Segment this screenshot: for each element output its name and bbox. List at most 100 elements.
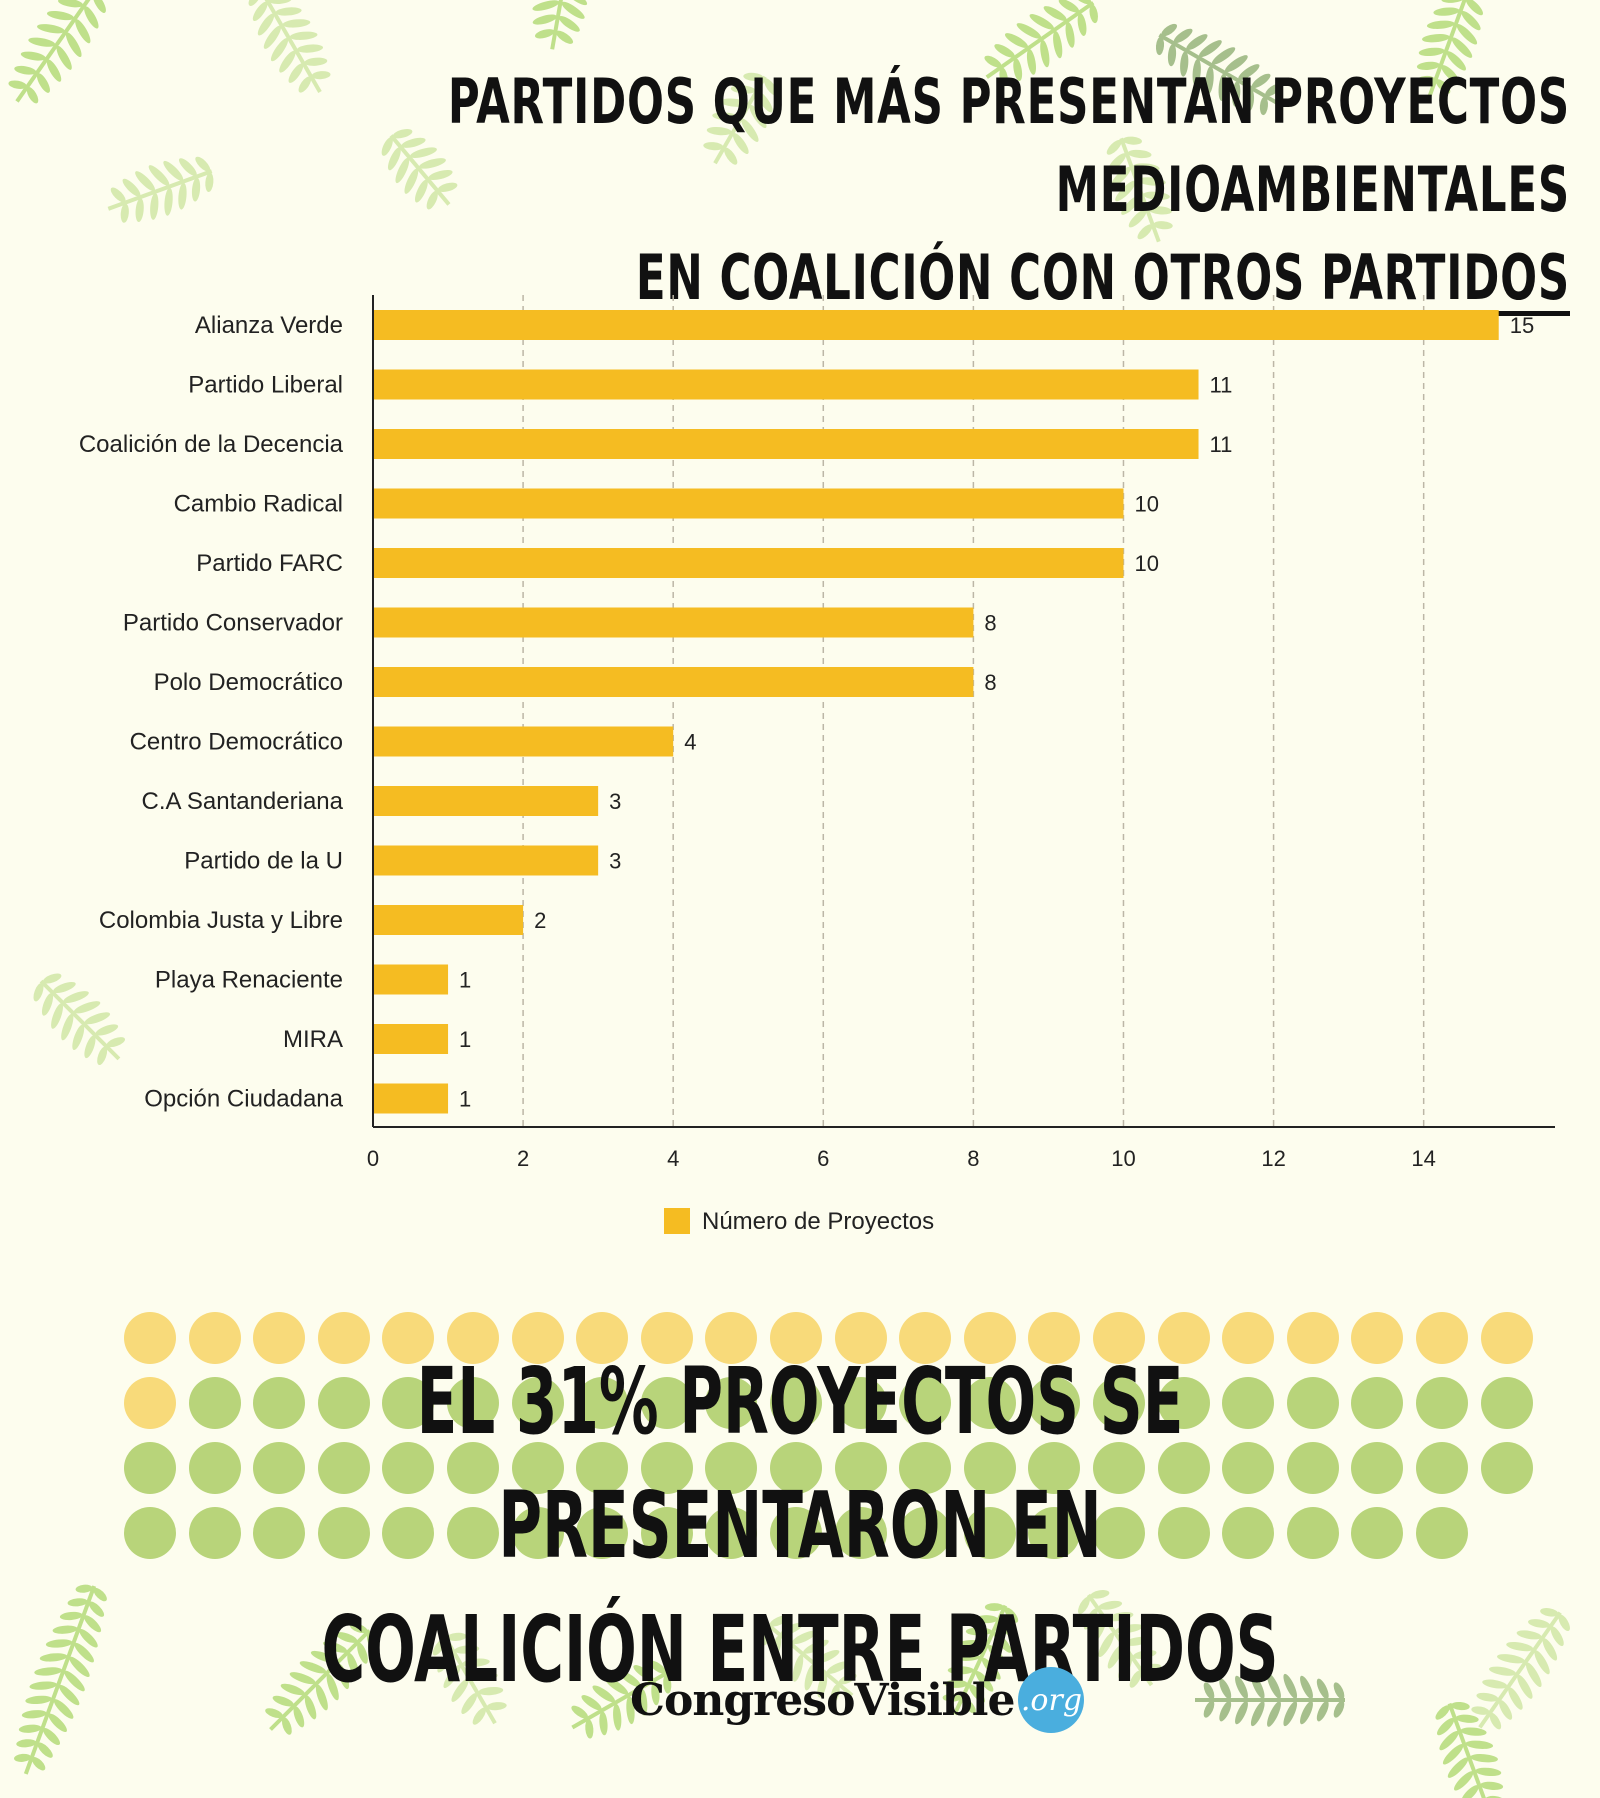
category-label: Polo Democrático <box>154 669 343 696</box>
dot <box>1157 1442 1210 1494</box>
bar <box>373 845 599 876</box>
dot <box>770 1377 822 1429</box>
x-tick-label: 6 <box>817 1146 829 1171</box>
leaf-icon <box>761 1615 857 1704</box>
dot <box>1286 1377 1339 1429</box>
dot <box>188 1507 241 1559</box>
dot <box>834 1377 887 1429</box>
dot <box>963 1507 1016 1559</box>
dot <box>1028 1377 1081 1429</box>
data-label: 2 <box>534 908 546 933</box>
dot <box>1028 1442 1081 1494</box>
bar <box>373 1024 449 1054</box>
chart-title-prefix: EN <box>635 241 720 314</box>
bar <box>373 369 1199 400</box>
leaf-icon <box>1435 1701 1504 1798</box>
dot <box>705 1507 758 1559</box>
percentage-dot-grid <box>124 1312 1544 1602</box>
summary-banner-line-2: COALICIÓN ENTRE PARTIDOS <box>321 1596 1279 1703</box>
dot <box>1286 1442 1339 1494</box>
dot <box>188 1312 241 1364</box>
congreso-visible-logo: CongresoVisible .org <box>630 1660 1085 1740</box>
leaf-icon <box>984 0 1098 87</box>
dot <box>1286 1507 1339 1559</box>
category-label: Opción Ciudadana <box>144 1086 343 1113</box>
dot <box>382 1442 435 1494</box>
dot <box>1028 1507 1081 1559</box>
x-tick-label: 8 <box>967 1146 979 1171</box>
leaf-icon <box>1078 1590 1162 1688</box>
data-label: 1 <box>459 1027 471 1052</box>
dot <box>253 1442 306 1494</box>
bar <box>373 786 599 816</box>
summary-banner-line-1: EL 31% PROYECTOS SE PRESENTARON EN <box>416 1348 1184 1579</box>
dot <box>1351 1507 1404 1559</box>
bar <box>373 488 1124 519</box>
data-label: 10 <box>1134 551 1158 576</box>
dot <box>317 1377 370 1429</box>
dot <box>317 1442 370 1494</box>
dot <box>1416 1312 1468 1364</box>
category-label: C.A Santanderiana <box>142 788 344 815</box>
dot <box>1416 1377 1468 1429</box>
dot <box>1351 1442 1404 1494</box>
bar <box>373 548 1124 578</box>
leaf-icon <box>1416 0 1483 98</box>
dot <box>447 1312 499 1364</box>
dot <box>640 1312 693 1364</box>
dot <box>899 1312 952 1364</box>
data-label: 15 <box>1510 313 1534 338</box>
data-label: 3 <box>609 789 621 814</box>
data-label: 1 <box>459 968 471 993</box>
data-label: 3 <box>609 849 621 874</box>
data-label: 8 <box>984 670 996 695</box>
dot <box>511 1377 564 1429</box>
x-tick-label: 2 <box>517 1146 529 1171</box>
dot <box>382 1312 435 1364</box>
leaf-icon <box>532 0 588 50</box>
dot <box>124 1312 176 1364</box>
category-label: Alianza Verde <box>195 312 343 339</box>
category-label: Colombia Justa y Libre <box>99 907 343 934</box>
legend-swatch <box>664 1208 690 1234</box>
data-label: 4 <box>684 730 696 755</box>
dot <box>253 1312 306 1364</box>
dot <box>1093 1507 1145 1559</box>
dot <box>511 1442 564 1494</box>
dot <box>382 1507 435 1559</box>
leaf-icon <box>1471 1608 1570 1730</box>
leaf-icon <box>1106 136 1173 243</box>
data-label: 8 <box>984 611 996 636</box>
dot <box>1416 1507 1468 1559</box>
category-label: Partido Liberal <box>188 372 343 399</box>
bar <box>373 726 674 757</box>
summary-banner: EL 31% PROYECTOS SE PRESENTARON EN COALI… <box>224 1340 1376 1712</box>
dot <box>576 1377 629 1429</box>
data-label: 11 <box>1210 432 1233 457</box>
dot <box>1222 1312 1275 1364</box>
dot <box>1157 1377 1210 1429</box>
dot <box>899 1377 952 1429</box>
leaf-icon <box>1195 1673 1345 1727</box>
dot <box>899 1442 952 1494</box>
dot <box>963 1377 1016 1429</box>
dot <box>834 1442 887 1494</box>
leaf-icon <box>248 0 331 93</box>
dot <box>576 1312 629 1364</box>
dot <box>1093 1312 1145 1364</box>
dot <box>705 1377 758 1429</box>
dot <box>124 1442 176 1494</box>
dot <box>253 1507 306 1559</box>
dot <box>770 1312 822 1364</box>
legend-label: Número de Proyectos <box>702 1208 934 1235</box>
dot <box>253 1377 306 1429</box>
dot <box>640 1377 693 1429</box>
x-tick-label: 4 <box>667 1146 679 1171</box>
leaf-icon <box>381 129 458 210</box>
x-tick-label: 10 <box>1111 1146 1135 1171</box>
bar <box>373 607 974 638</box>
dot <box>576 1442 629 1494</box>
dot <box>1480 1312 1533 1364</box>
dot <box>1222 1442 1275 1494</box>
